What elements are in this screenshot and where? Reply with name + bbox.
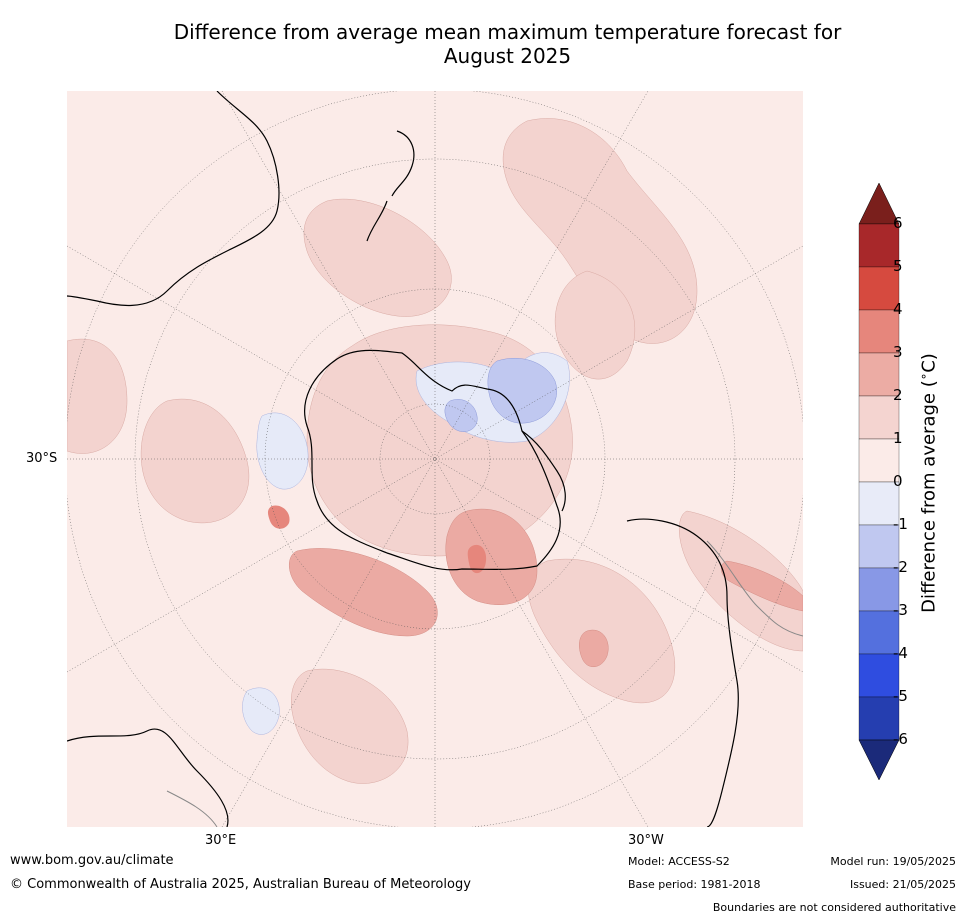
west-warm <box>67 338 128 454</box>
colorbar-under-arrow <box>858 739 900 781</box>
weddell-sea-cool-2 <box>444 399 478 432</box>
new-zealand-south <box>366 200 388 242</box>
issued-text: Issued: 21/05/2025 <box>849 878 956 891</box>
anomaly-cool-2 <box>444 357 557 432</box>
antarctic-peninsula <box>521 430 566 512</box>
warm-spot-1 <box>467 544 487 574</box>
colorbar-bin <box>858 223 900 268</box>
longitude-label-30e: 30°E <box>205 833 237 848</box>
colorbar-bin <box>858 610 900 655</box>
longitude-label-30w: 30°W <box>628 833 664 848</box>
colorbar-bin <box>858 524 900 569</box>
ross-sea-warm <box>445 508 538 605</box>
coastlines <box>67 91 739 827</box>
title-line-1: Difference from average mean maximum tem… <box>173 20 842 44</box>
atlantic-warm <box>528 558 676 704</box>
antarctica-coast <box>304 349 561 571</box>
colorbar-tick-label: -5 <box>893 687 908 705</box>
weddell-sea-cool <box>487 357 557 424</box>
national-borders <box>166 540 803 827</box>
southwest-cool <box>242 687 280 735</box>
colorbar-title-prefix: Difference from average ( <box>918 380 940 613</box>
colorbar-bins <box>858 223 900 741</box>
colorbar-tick-label: 2 <box>893 386 903 404</box>
south-atlantic-warm <box>291 668 409 784</box>
disclaimer-text: Boundaries are not considered authoritat… <box>712 901 956 914</box>
south-america-border <box>706 540 803 637</box>
colorbar-tick-label: -2 <box>893 558 908 576</box>
west-antarctic-cool <box>256 412 309 490</box>
east-strip-warm <box>721 560 803 612</box>
anomaly-warm-2 <box>289 508 803 667</box>
polar-map <box>67 91 803 827</box>
colorbar-tick-label: 3 <box>893 343 903 361</box>
colorbar-bin <box>858 653 900 698</box>
south-america <box>626 518 739 827</box>
anomaly-warm-1 <box>67 118 803 784</box>
south-pacific-warm <box>554 270 636 380</box>
colorbar-tick-label: 4 <box>893 300 903 318</box>
weddell-warm-spot <box>579 629 609 667</box>
colorbar-title-unit: C <box>918 360 940 373</box>
colorbar-bin <box>858 395 900 440</box>
colorbar-title-suffix: ) <box>918 353 940 361</box>
colorbar-tick-label: -4 <box>893 644 908 662</box>
colorbar-bin <box>858 567 900 612</box>
lat-circle-30 <box>134 158 736 760</box>
latitude-label-30s: 30°S <box>26 451 58 466</box>
model-text: Model: ACCESS-S2 <box>628 855 730 868</box>
colorbar-tick-label: 1 <box>893 429 903 447</box>
colorbar-bin <box>858 481 900 526</box>
colorbar-bin <box>858 352 900 397</box>
colorbar-tick-label: 5 <box>893 257 903 275</box>
title-line-2: August 2025 <box>443 44 572 68</box>
colorbar-tick-label: 0 <box>893 472 903 490</box>
africa <box>67 728 229 827</box>
indian-ocean-warm-1 <box>140 398 250 524</box>
colorbar-bin <box>858 438 900 483</box>
copyright-text: © Commonwealth of Australia 2025, Austra… <box>10 877 471 892</box>
meridian-120 <box>67 245 803 673</box>
website-link[interactable]: www.bom.gov.au/climate <box>10 853 174 868</box>
new-zealand-north <box>391 130 415 197</box>
base-period-text: Base period: 1981-2018 <box>628 878 761 891</box>
colorbar-tick-label: -3 <box>893 601 908 619</box>
pacific-warm <box>502 118 698 344</box>
colorbar-bin <box>858 266 900 311</box>
indian-ocean-warm <box>289 548 438 637</box>
colorbar-bin <box>858 309 900 354</box>
map-frame <box>67 91 803 827</box>
model-run-text: Model run: 19/05/2025 <box>830 855 956 868</box>
tasman-warm <box>303 198 452 317</box>
colorbar <box>858 182 900 781</box>
colorbar-tick-label: 6 <box>893 214 903 232</box>
colorbar-tick-label: -6 <box>893 730 908 748</box>
graticule <box>67 91 803 827</box>
africa-border <box>166 790 218 827</box>
colorbar-tick-label: -1 <box>893 515 908 533</box>
map-title: Difference from average mean maximum tem… <box>60 20 955 68</box>
australia-coast <box>67 91 280 307</box>
meridian-60 <box>67 245 803 673</box>
meridian-30 <box>221 91 649 827</box>
colorbar-title: Difference from average (∘C) <box>916 353 940 613</box>
meridian-150 <box>221 91 649 827</box>
